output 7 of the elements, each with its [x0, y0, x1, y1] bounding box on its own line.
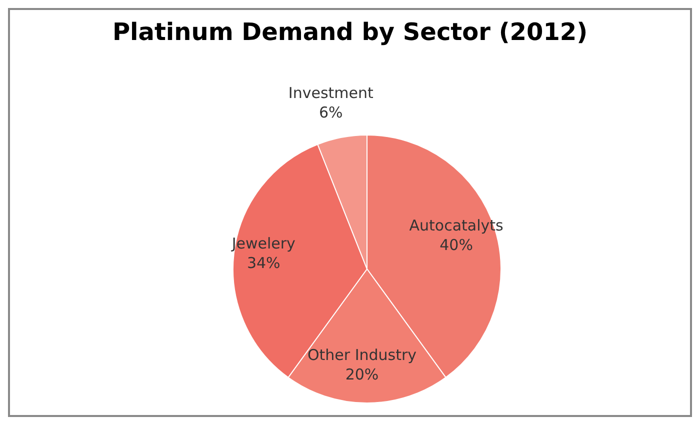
data-label: 34% — [246, 254, 280, 272]
slice-label: Investment — [288, 84, 374, 102]
chart-title: Platinum Demand by Sector (2012) — [111, 18, 589, 46]
slice-label: Other Industry — [307, 346, 417, 364]
data-label: 6% — [318, 103, 343, 122]
data-label: 20% — [345, 366, 379, 384]
data-label: 40% — [440, 236, 473, 254]
